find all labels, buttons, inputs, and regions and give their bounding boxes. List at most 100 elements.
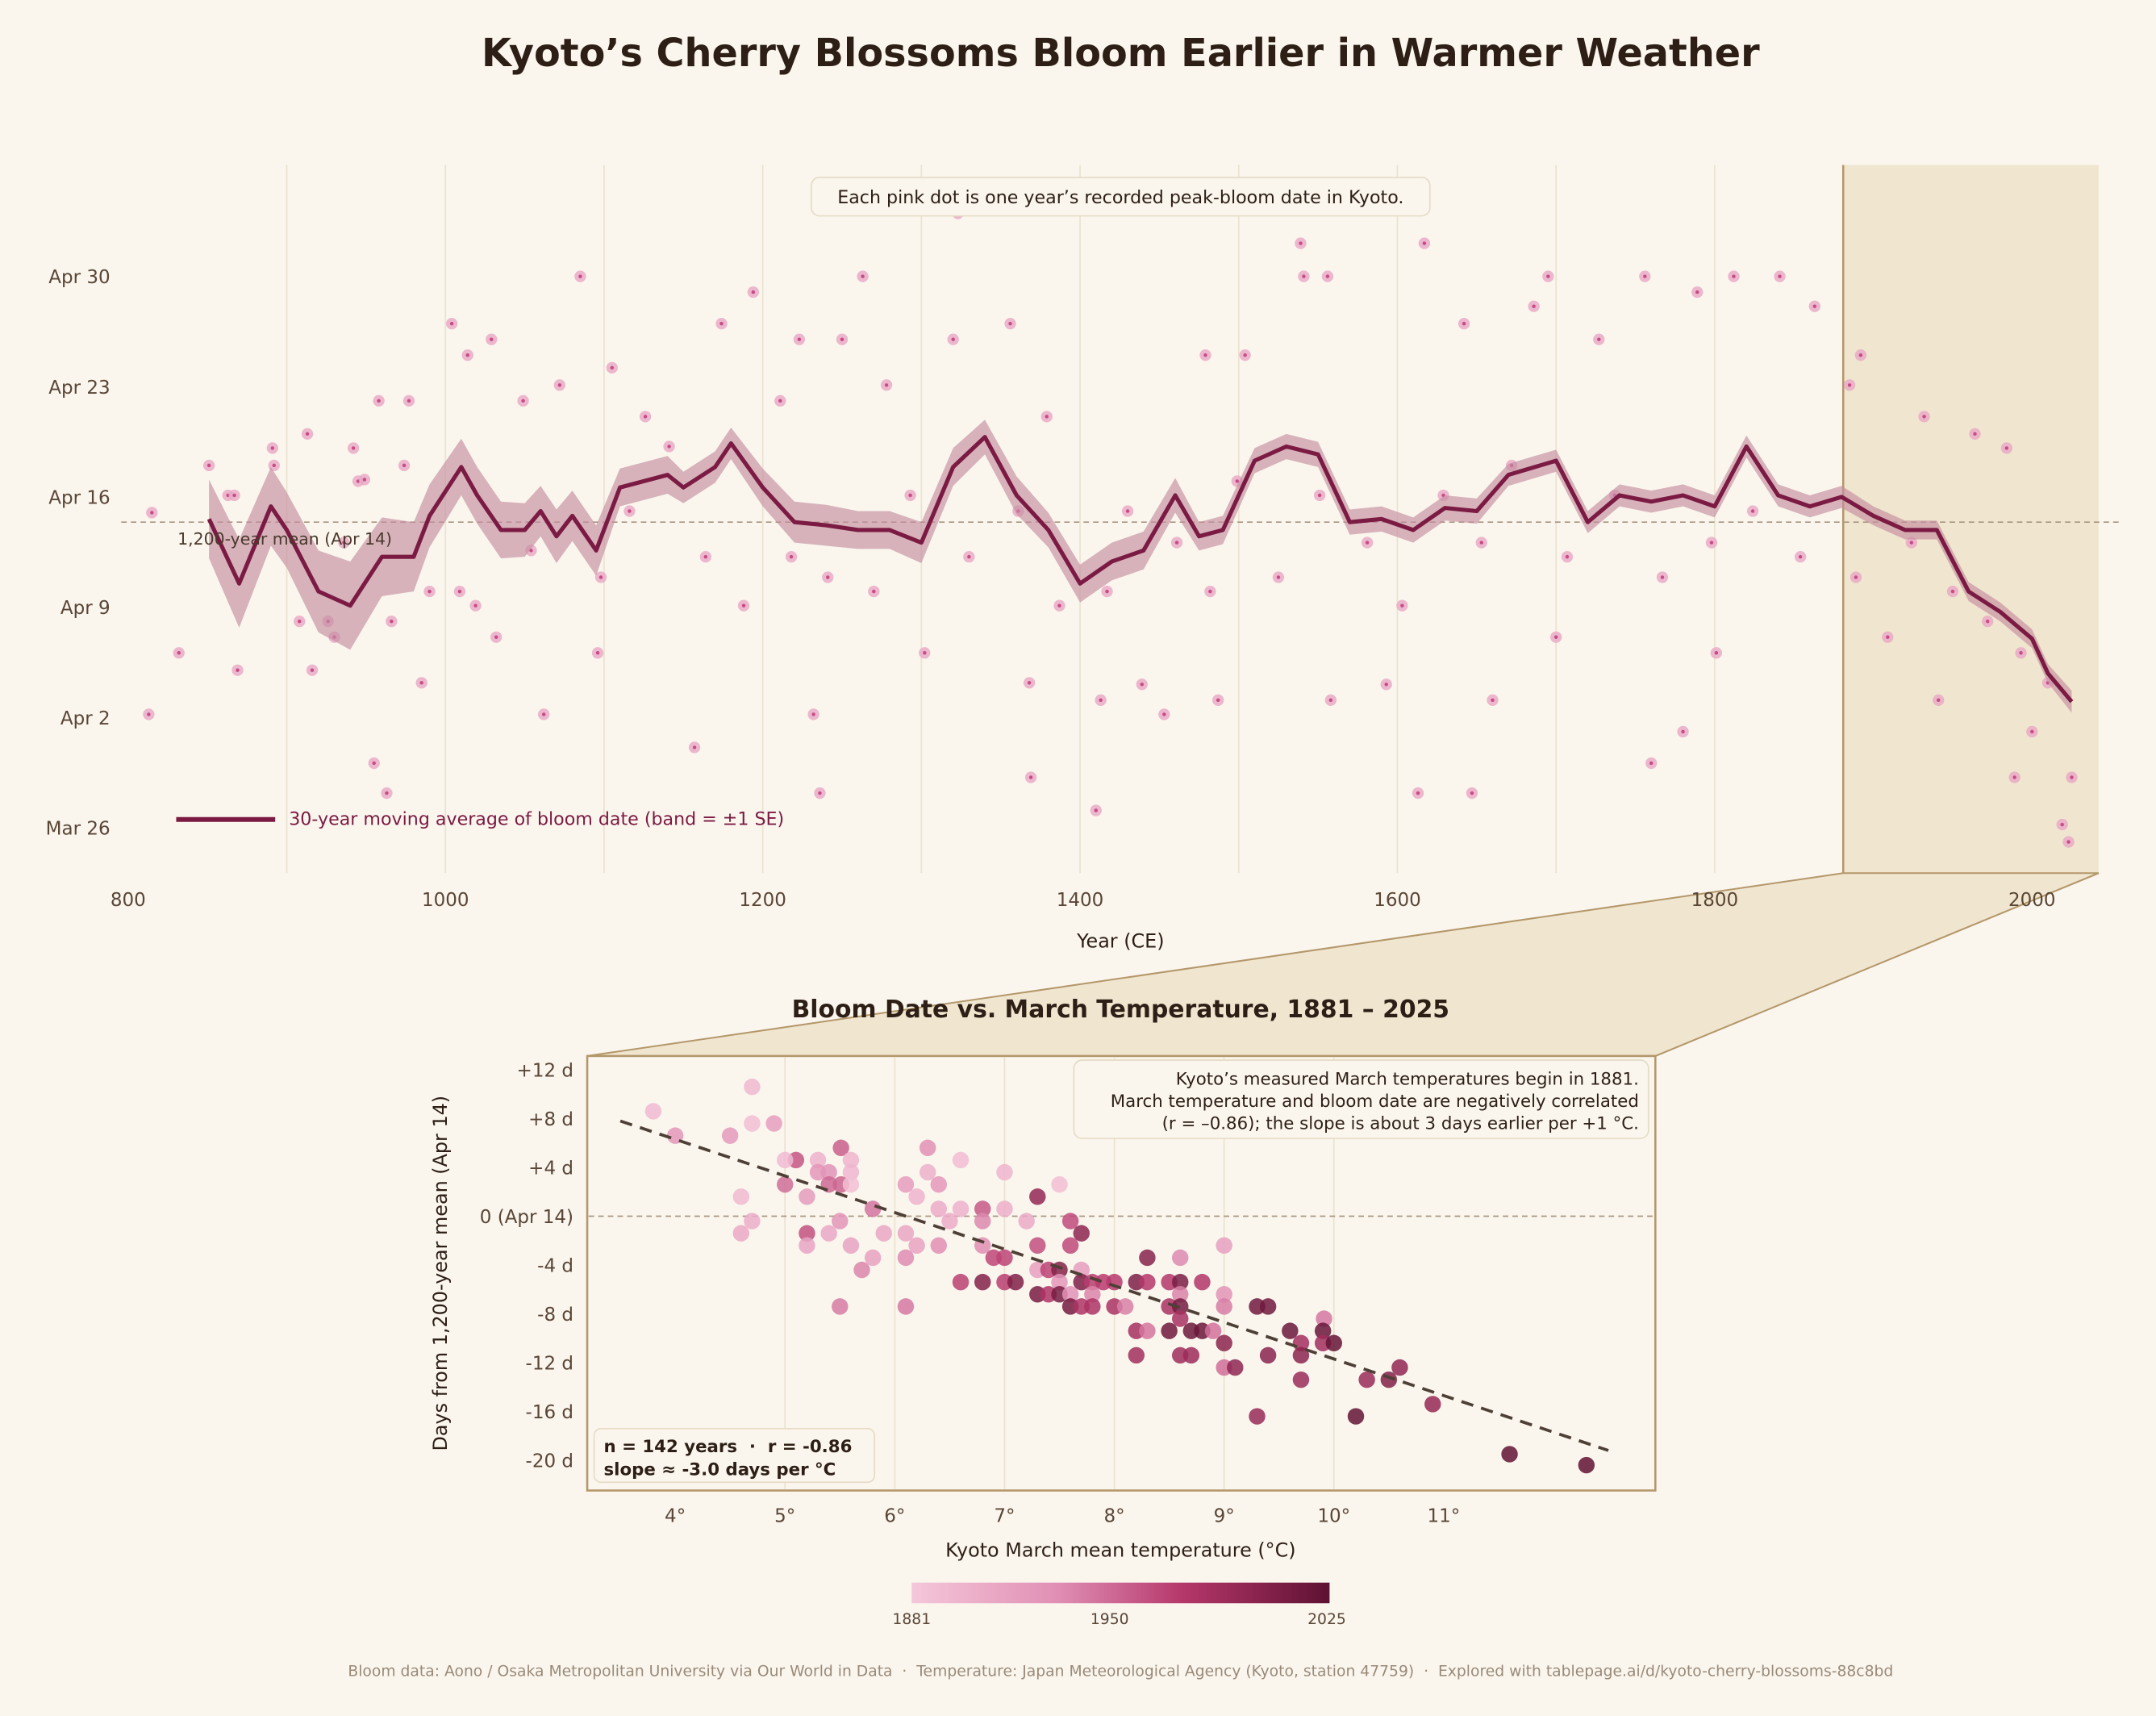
bloom-dot-core <box>1057 603 1061 607</box>
scatter-point <box>1216 1237 1232 1255</box>
bloom-dot-core <box>427 589 432 594</box>
scatter-point <box>1161 1322 1178 1339</box>
scatter-point <box>1578 1456 1595 1474</box>
scatter-x-ticks: 4° 5° 6° 7° 8° 9° 10° 11° <box>665 1506 1460 1527</box>
y-tick-label: Apr 2 <box>60 708 111 729</box>
scatter-point <box>1204 1322 1222 1339</box>
x-tick-label: 11° <box>1427 1506 1460 1527</box>
bloom-dot-core <box>390 619 394 624</box>
bloom-dot-core <box>1400 603 1404 607</box>
bloom-dot-core <box>362 478 367 482</box>
scatter-point <box>1347 1408 1365 1425</box>
bloom-dot-core <box>2004 446 2009 450</box>
x-tick-label: 5° <box>774 1506 795 1527</box>
scatter-point <box>1259 1346 1277 1364</box>
x-tick-label: 1600 <box>1374 890 1421 911</box>
bloom-dot-core <box>751 290 756 294</box>
y-tick-label: Apr 9 <box>60 598 111 619</box>
bloom-dot-core <box>741 603 746 607</box>
scatter-point <box>1018 1213 1035 1230</box>
bloom-dot-core <box>1203 353 1207 357</box>
bloom-dot-core <box>1546 274 1550 278</box>
bloom-dot-core <box>951 337 955 341</box>
bloom-dot-core <box>1216 698 1220 703</box>
scatter-point <box>1051 1273 1068 1291</box>
scatter-point <box>832 1213 849 1230</box>
scatter-point <box>799 1237 815 1255</box>
bloom-dot-core <box>1276 575 1281 579</box>
scatter-point <box>744 1078 761 1096</box>
bloom-dot-core <box>1812 304 1817 308</box>
bloom-dot-core <box>578 274 582 278</box>
bloom-dot-core <box>305 432 310 436</box>
bloom-dot-core <box>1208 589 1212 594</box>
bloom-dot-core <box>351 446 356 450</box>
scatter-point <box>1182 1346 1200 1364</box>
scatter-point <box>1358 1371 1375 1388</box>
scatter-points <box>644 1078 1595 1474</box>
bloom-dot-core <box>1045 415 1049 419</box>
scatter-point <box>842 1237 860 1255</box>
bloom-dot-core <box>1162 712 1166 716</box>
scatter-point <box>777 1175 794 1193</box>
scatter-point <box>1139 1273 1156 1291</box>
bloom-dot-core <box>1416 791 1420 795</box>
scatter-point <box>721 1127 739 1144</box>
colorbar-tick-1950: 1950 <box>1091 1611 1129 1628</box>
note-line-1: Kyoto’s measured March temperatures begi… <box>1176 1070 1639 1090</box>
bloom-dot-core <box>1325 274 1330 278</box>
scatter-point <box>853 1261 870 1279</box>
bloom-dot-core <box>1660 575 1665 579</box>
bloom-dot-core <box>419 681 423 685</box>
scatter-point <box>1172 1273 1189 1291</box>
scatter-point <box>1325 1334 1343 1352</box>
colorbar: 1881 1950 2025 <box>892 1582 1346 1628</box>
scatter-point <box>842 1163 860 1181</box>
scatter-point <box>897 1225 915 1242</box>
scatter-point <box>1139 1322 1156 1339</box>
bloom-dot-core <box>1299 241 1303 245</box>
scatter-point <box>974 1213 991 1230</box>
bloom-dot-core <box>147 712 151 716</box>
bloom-dot-core <box>818 791 822 795</box>
scatter-point <box>996 1163 1013 1181</box>
bloom-dot-core <box>465 353 469 357</box>
bloom-dot-core <box>1317 493 1322 498</box>
scatter-point <box>1216 1286 1232 1303</box>
bloom-dot-core <box>1470 791 1474 795</box>
scatter-point <box>1172 1249 1189 1267</box>
bloom-dot-core <box>1491 698 1495 703</box>
bloom-dot-core <box>1235 479 1240 483</box>
bloom-dot-core <box>1140 683 1144 687</box>
bloom-dot-core <box>150 511 154 515</box>
bloom-dot-core <box>372 761 376 766</box>
scatter-point <box>930 1237 948 1255</box>
scatter-point <box>1029 1188 1046 1205</box>
scatter-point <box>1116 1298 1134 1315</box>
stats-box: n = 142 years · r = -0.86 slope ≈ -3.0 d… <box>593 1427 876 1484</box>
scatter-point <box>1216 1298 1232 1315</box>
scatter-point <box>1139 1249 1156 1267</box>
bloom-dot-core <box>1732 274 1736 278</box>
bloom-dot-core <box>385 791 389 795</box>
scatter-point <box>799 1225 815 1242</box>
scatter-point <box>765 1115 782 1132</box>
scatter-point <box>1227 1359 1244 1376</box>
bloom-dot-core <box>811 712 815 716</box>
colorbar-tick-1881: 1881 <box>892 1611 931 1628</box>
bloom-dot-core <box>872 589 876 594</box>
bloom-dot-core <box>1986 619 1990 624</box>
bloom-dot-core <box>1105 589 1109 594</box>
scatter-point <box>832 1139 849 1156</box>
scatter-point <box>732 1188 750 1205</box>
bloom-dot-core <box>270 446 275 450</box>
scatter-point <box>897 1298 915 1315</box>
scatter-point <box>1029 1237 1046 1255</box>
bloom-dot-core <box>1125 509 1130 513</box>
scatter-point <box>941 1213 958 1230</box>
bloom-dot-core <box>1328 698 1333 703</box>
stats-line-1: n = 142 years · r = -0.86 <box>604 1437 853 1457</box>
scatter-point <box>1292 1346 1310 1364</box>
legend-label: 30-year moving average of bloom date (ba… <box>289 809 784 830</box>
